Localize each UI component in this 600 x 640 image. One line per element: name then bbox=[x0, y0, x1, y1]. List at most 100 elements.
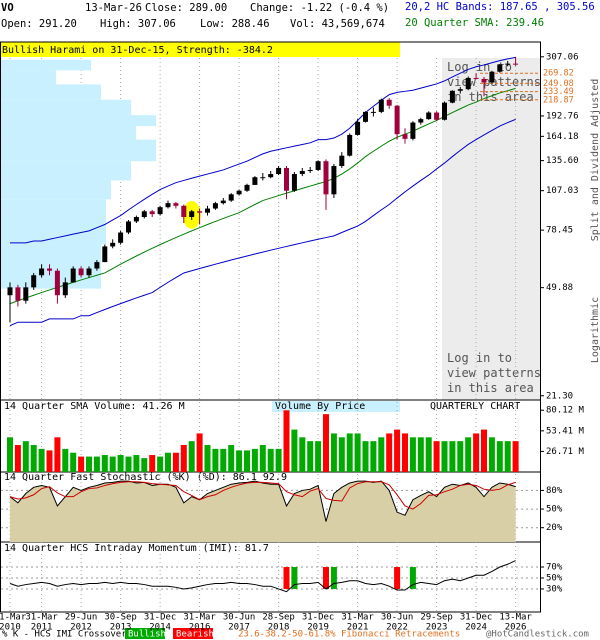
crossover-signal bbox=[330, 567, 337, 589]
crossover-signal bbox=[323, 567, 329, 589]
x-tick-label: 2018 bbox=[268, 623, 290, 633]
volume-bar bbox=[330, 433, 337, 472]
volume-bar bbox=[394, 429, 401, 472]
locked-note: Log in to view patterns in this area bbox=[447, 351, 541, 395]
pattern-text: Bullish Harami on 31-Dec-15, Strength: -… bbox=[2, 45, 273, 56]
volume-bar bbox=[346, 433, 353, 472]
side-label: Split and Dividend Adjusted bbox=[590, 79, 600, 242]
volume-bar bbox=[362, 441, 369, 472]
candle-body bbox=[62, 282, 68, 296]
candle-body bbox=[118, 232, 124, 243]
volume-bar bbox=[228, 445, 235, 472]
volume-bar bbox=[378, 437, 385, 472]
candle-body bbox=[418, 119, 424, 123]
x-tick-label: 31-Mar bbox=[0, 613, 27, 623]
candle-body bbox=[370, 111, 376, 113]
candle-body bbox=[31, 275, 37, 288]
candle-body bbox=[236, 190, 242, 195]
y-tick-label: 26.71 M bbox=[546, 447, 585, 457]
x-tick-label: 31-Mar bbox=[25, 613, 58, 623]
candle-body bbox=[189, 211, 195, 217]
legend-text: Bearish bbox=[176, 630, 214, 640]
x-tick-label: 29-Jun bbox=[65, 613, 98, 623]
candle-body bbox=[299, 170, 305, 175]
candle-body bbox=[220, 200, 226, 204]
candle-body bbox=[141, 211, 147, 217]
volume-bar bbox=[441, 441, 448, 472]
x-tick-label: 31-Dec bbox=[144, 613, 177, 623]
volume-bar bbox=[354, 433, 361, 472]
x-tick-label: 2021 bbox=[347, 623, 369, 633]
candle-body bbox=[15, 287, 21, 301]
label-bg bbox=[272, 401, 400, 412]
side-label: Logarithmic bbox=[590, 297, 600, 363]
candle-body bbox=[205, 208, 210, 213]
volume-bar bbox=[236, 450, 243, 472]
pattern-banner bbox=[0, 42, 400, 57]
volume-bar bbox=[307, 441, 314, 472]
x-tick-label: 2014 bbox=[149, 623, 171, 633]
y-tick-label: 21.30 bbox=[546, 391, 573, 401]
candle-body bbox=[410, 122, 416, 139]
volume-bar bbox=[101, 455, 108, 472]
x-tick-label: 13-Mar bbox=[499, 613, 532, 623]
volume-bar bbox=[30, 445, 37, 472]
volume-bar bbox=[188, 441, 195, 472]
legend-text: Bullish bbox=[128, 630, 166, 640]
volume-bar bbox=[70, 452, 77, 472]
volume-bar bbox=[481, 429, 487, 472]
panel-title: 14 Quarter SMA Volume: 41.26 M bbox=[4, 401, 185, 412]
volume-bar bbox=[180, 445, 187, 472]
candle-body bbox=[489, 71, 495, 83]
volume-bar bbox=[117, 455, 124, 472]
candle-body bbox=[228, 194, 234, 201]
volume-bar bbox=[496, 441, 503, 472]
candle-body bbox=[54, 270, 60, 296]
open: Open: 291.20 bbox=[1, 18, 77, 30]
volume-bar bbox=[425, 437, 432, 472]
x-tick-label: 30-Sep bbox=[104, 613, 137, 623]
volume-by-price bbox=[1, 126, 136, 140]
volume-by-price bbox=[1, 180, 111, 200]
candle-body bbox=[434, 112, 440, 120]
volume-bar bbox=[370, 441, 377, 472]
candle-body bbox=[244, 184, 250, 191]
crossover-signal bbox=[291, 567, 298, 589]
candle-body bbox=[473, 77, 479, 79]
high: High: 307.06 bbox=[100, 18, 176, 30]
crossover-signal bbox=[283, 567, 290, 589]
x-tick-label: 31-Mar bbox=[183, 613, 216, 623]
candle-body bbox=[70, 268, 76, 283]
volume-bar bbox=[457, 441, 464, 472]
volume-bar bbox=[283, 410, 290, 472]
candle-body bbox=[260, 177, 266, 179]
y-tick-label: 78.45 bbox=[546, 226, 573, 236]
y-tick-label: 307.06 bbox=[546, 52, 579, 62]
candle-body bbox=[284, 167, 289, 191]
y-tick-label: 50% bbox=[546, 505, 563, 515]
candle-body bbox=[481, 78, 487, 83]
x-tick-label: 2026 bbox=[505, 623, 527, 633]
volume-bar bbox=[417, 437, 424, 472]
crossover-signal bbox=[394, 567, 401, 589]
volume-bar bbox=[259, 445, 266, 472]
close: Close: 289.00 bbox=[145, 2, 227, 14]
series-line bbox=[9, 480, 516, 522]
candle-body bbox=[465, 77, 471, 90]
volume-bar bbox=[14, 445, 21, 472]
volume-bar bbox=[220, 448, 227, 472]
volume-bar bbox=[449, 441, 456, 472]
y-tick-label: 80.12 M bbox=[546, 406, 585, 416]
y-tick-label: 50% bbox=[546, 573, 563, 583]
candle-body bbox=[394, 105, 400, 135]
x-tick-label: 2024 bbox=[465, 623, 487, 633]
x-tick-label: 2013 bbox=[110, 623, 132, 633]
legend-text: 23.6-38.2-50-61.8% Fibonacci Retracement… bbox=[238, 630, 460, 640]
volume-bar bbox=[172, 452, 179, 472]
candle-body bbox=[7, 287, 13, 296]
candle-body bbox=[78, 268, 84, 276]
candle-body bbox=[457, 89, 463, 91]
retracement-label: 233.49 bbox=[543, 87, 574, 97]
candle-body bbox=[426, 112, 432, 120]
x-tick-label: 2012 bbox=[70, 623, 92, 633]
